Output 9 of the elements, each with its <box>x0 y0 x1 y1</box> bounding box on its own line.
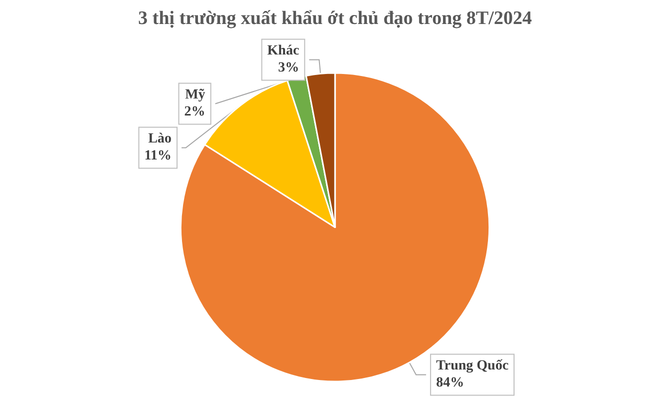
data-label: 11% <box>144 148 172 164</box>
slice-label: Lào <box>148 132 172 147</box>
slice-label: Khác <box>267 44 300 59</box>
slice-label: Trung Quốc <box>436 358 509 374</box>
data-label: 3% <box>278 60 300 76</box>
data-label: 2% <box>184 104 206 120</box>
chart-title: 3 thị trường xuất khẩu ớt chủ đạo trong 8T/2024 <box>138 8 532 29</box>
data-label: 84% <box>436 376 464 391</box>
slice-label: Mỹ <box>185 88 206 103</box>
